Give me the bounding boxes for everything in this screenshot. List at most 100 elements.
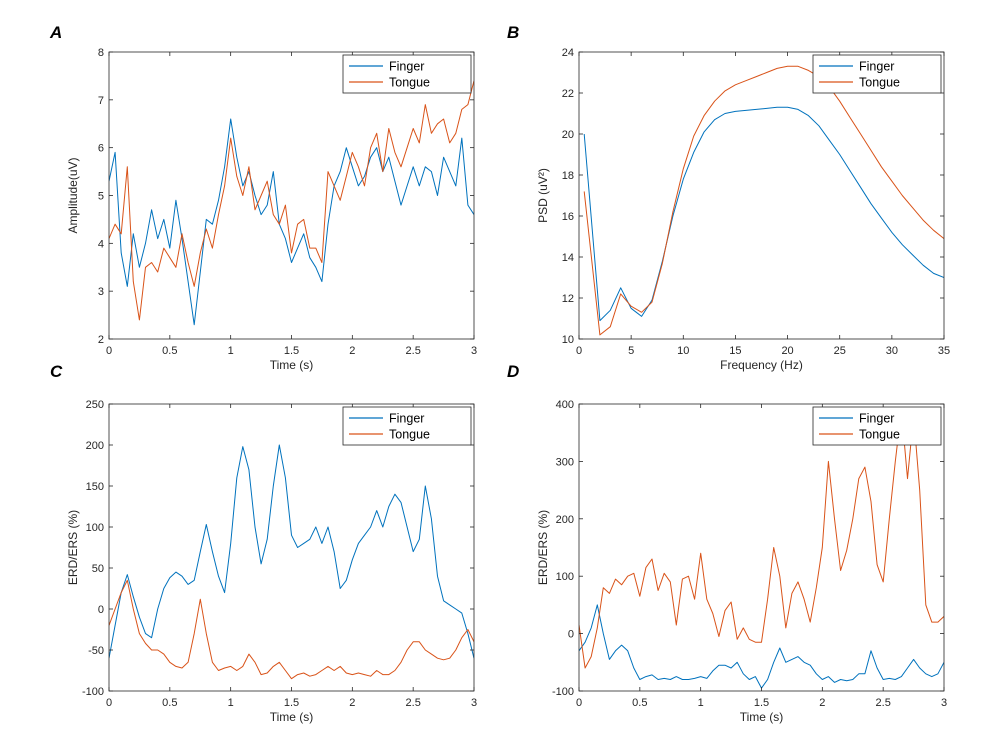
- y-tick-label: 0: [568, 629, 574, 641]
- y-tick-label: 200: [86, 440, 104, 452]
- x-tick-label: 5: [628, 345, 634, 357]
- plot-frame: [108, 51, 475, 340]
- x-tick-label: 1.5: [284, 697, 299, 709]
- panel-letter-a: A: [49, 23, 62, 42]
- legend-label-tongue: Tongue: [859, 428, 900, 442]
- legend-box: [342, 406, 472, 446]
- series-line-tongue: [109, 80, 474, 321]
- legend-label-tongue: Tongue: [859, 76, 900, 90]
- series-line-finger: [109, 444, 474, 659]
- x-axis-title: Time (s): [740, 710, 784, 724]
- y-tick-label: 16: [562, 211, 574, 223]
- y-tick-label: 18: [562, 170, 574, 182]
- x-tick-label: 3: [941, 697, 947, 709]
- y-tick-label: 300: [556, 456, 574, 468]
- legend: Finger Tongue: [342, 54, 472, 94]
- panel-b-plot: 0 5 10 15 20 25 30 35 10 12 14 16 18 20 22 24 Frequency …: [536, 47, 950, 372]
- x-tick-label: 30: [886, 345, 898, 357]
- y-tick-label: 12: [562, 293, 574, 305]
- x-axis-title: Time (s): [270, 358, 314, 372]
- panel-letter-c: C: [50, 362, 63, 381]
- x-tick-label: 0.5: [162, 345, 177, 357]
- legend: Finger Tongue: [812, 54, 942, 94]
- panel-c-plot: 0 0.5 1 1.5 2 2.5 3 -100 -50 0 50 100 150 200 250 Time …: [66, 399, 477, 724]
- panel-a: A 0 0.5 1 1.5 2 2.5 3 2 3 4 5 6 7 8 Time (s) Amplitude(…: [49, 23, 477, 372]
- panel-b: B 0 5 10 15 20 25 30 35 10 12 14 16 18 20 22 24 Frequenc…: [507, 23, 950, 372]
- y-tick-label: 0: [98, 604, 104, 616]
- y-tick-label: -100: [552, 686, 574, 698]
- y-tick-label: 100: [86, 522, 104, 534]
- x-tick-label: 1.5: [284, 345, 299, 357]
- x-tick-label: 0.5: [162, 697, 177, 709]
- x-tick-label: 0: [106, 345, 112, 357]
- legend-label-tongue: Tongue: [389, 428, 430, 442]
- plot-frame: [578, 51, 945, 340]
- x-tick-label: 1: [228, 697, 234, 709]
- series-line-tongue: [583, 65, 944, 336]
- x-tick-label: 2: [349, 345, 355, 357]
- plot-frame: [578, 403, 945, 692]
- y-tick-label: 4: [98, 238, 104, 250]
- y-tick-label: 200: [556, 514, 574, 526]
- y-axis-title: ERD/ERS (%): [66, 510, 80, 585]
- x-axis-title: Time (s): [270, 710, 314, 724]
- x-tick-label: 35: [938, 345, 950, 357]
- plot-area: [109, 80, 474, 326]
- x-tick-label: 1: [698, 697, 704, 709]
- x-tick-label: 1.5: [754, 697, 769, 709]
- y-tick-label: 50: [92, 563, 104, 575]
- x-tick-label: 0.5: [632, 697, 647, 709]
- y-tick-label: 2: [98, 334, 104, 346]
- y-axis-title: ERD/ERS (%): [536, 510, 550, 585]
- legend: Finger Tongue: [812, 406, 942, 446]
- y-tick-label: 14: [562, 252, 574, 264]
- x-tick-label: 25: [834, 345, 846, 357]
- legend-label-finger: Finger: [389, 412, 424, 426]
- x-tick-label: 2: [349, 697, 355, 709]
- y-tick-label: 20: [562, 129, 574, 141]
- legend-box: [812, 406, 942, 446]
- x-tick-label: 0: [106, 697, 112, 709]
- legend-label-tongue: Tongue: [389, 76, 430, 90]
- legend: Finger Tongue: [342, 406, 472, 446]
- plot-area: [109, 444, 474, 680]
- x-tick-label: 2.5: [406, 345, 421, 357]
- legend-label-finger: Finger: [859, 60, 894, 74]
- y-tick-label: 400: [556, 399, 574, 411]
- plot-area: [583, 65, 944, 336]
- x-tick-label: 1: [228, 345, 234, 357]
- legend-box: [812, 54, 942, 94]
- y-tick-label: -100: [82, 686, 104, 698]
- y-tick-label: 8: [98, 47, 104, 59]
- panel-a-plot: 0 0.5 1 1.5 2 2.5 3 2 3 4 5 6 7 8 Time (s) Amplitude(uV…: [66, 47, 477, 372]
- series-line-tongue: [579, 409, 944, 669]
- x-tick-label: 20: [781, 345, 793, 357]
- legend-label-finger: Finger: [389, 60, 424, 74]
- panel-letter-d: D: [507, 362, 519, 381]
- series-line-tongue: [109, 579, 474, 680]
- x-tick-label: 0: [576, 345, 582, 357]
- y-tick-label: -50: [88, 645, 104, 657]
- x-tick-label: 3: [471, 345, 477, 357]
- x-tick-label: 0: [576, 697, 582, 709]
- x-tick-label: 2: [819, 697, 825, 709]
- legend-box: [342, 54, 472, 94]
- x-tick-label: 2.5: [876, 697, 891, 709]
- y-tick-label: 5: [98, 191, 104, 203]
- y-axis-title: PSD (uV²): [536, 168, 550, 223]
- y-axis-title: Amplitude(uV): [66, 157, 80, 233]
- panel-letter-b: B: [507, 23, 519, 42]
- x-tick-label: 15: [729, 345, 741, 357]
- legend-label-finger: Finger: [859, 412, 894, 426]
- panel-c: C 0 0.5 1 1.5 2 2.5 3 -100 -50 0 50 100 150 200 250 Tim…: [50, 362, 477, 724]
- y-tick-label: 150: [86, 481, 104, 493]
- series-line-finger: [579, 604, 944, 689]
- y-tick-label: 100: [556, 571, 574, 583]
- plot-frame: [108, 403, 475, 692]
- series-line-finger: [583, 106, 944, 322]
- y-tick-label: 24: [562, 47, 574, 59]
- y-tick-label: 10: [562, 334, 574, 346]
